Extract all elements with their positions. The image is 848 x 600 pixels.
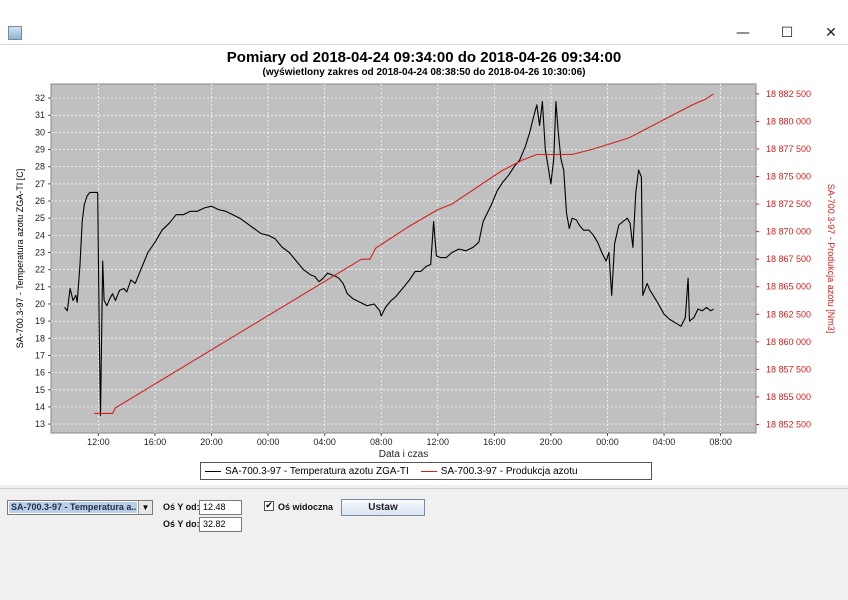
close-button[interactable]: ✕ [808,21,848,45]
plot-background [50,83,757,434]
y-left-tick-label: 21 [35,282,45,292]
y-right-tick-label: 18 872 500 [766,199,811,209]
y-right-tick-label: 18 852 500 [766,419,811,429]
x-axis-title: Data i czas [379,449,428,460]
y-from-label: Oś Y od: [163,502,200,512]
x-tick-label: 04:00 [653,437,676,447]
legend-swatch-production [420,470,437,472]
y-left-tick-label: 18 [35,333,45,343]
x-tick-label: 20:00 [200,437,223,447]
series-line-temperature [64,100,714,417]
legend-item-temperature: SA-700.3-97 - Temperatura azotu ZGA-TI [205,466,409,477]
x-tick-label: 12:00 [87,437,110,447]
y-to-field[interactable]: 32.82 [199,517,242,532]
axis-visible-label: Oś widoczna [278,502,334,512]
y-left-tick-label: 30 [35,127,45,137]
y-left-tick-label: 13 [35,419,45,429]
maximize-button[interactable]: ☐ [764,21,810,45]
y-left-tick-label: 25 [35,213,45,223]
chart-subtitle: (wyświetlony zakres od 2018-04-24 08:38:… [262,67,586,78]
y-left-tick-label: 23 [35,247,45,257]
chevron-down-icon[interactable]: ▼ [138,501,152,514]
maximize-icon: ☐ [780,25,794,41]
x-tick-label: 08:00 [370,437,393,447]
y-left-tick-label: 32 [35,93,45,103]
chart-title: Pomiary od 2018-04-24 09:34:00 do 2018-0… [226,49,622,66]
y-left-tick-label: 29 [35,145,45,155]
series-line-production [94,93,714,414]
x-tick-label: 04:00 [313,437,336,447]
x-tick-label: 00:00 [596,437,619,447]
x-tick-label: 08:00 [709,437,732,447]
y-left-tick-label: 26 [35,196,45,206]
y-left-axis-title: SA-700.3-97 - Temperatura azotu ZGA-TI [… [15,169,25,348]
minimize-button[interactable]: — [720,21,766,45]
y-right-tick-label: 18 855 000 [766,392,811,402]
y-left-tick-label: 17 [35,350,45,360]
axis-visible-checkbox[interactable]: ✔ [264,501,274,511]
x-tick-label: 20:00 [540,437,563,447]
y-left-tick-label: 14 [35,402,45,412]
chart-legend: SA-700.3-97 - Temperatura azotu ZGA-TI S… [200,462,652,480]
y-left-tick-label: 19 [35,316,45,326]
y-left-tick-label: 20 [35,299,45,309]
x-tick-label: 00:00 [257,437,280,447]
y-right-tick-label: 18 860 000 [766,337,811,347]
legend-label-production: SA-700.3-97 - Produkcja azotu [440,465,578,477]
y-left-tick-label: 16 [35,368,45,378]
legend-label-temperature: SA-700.3-97 - Temperatura azotu ZGA-TI [225,465,409,477]
y-left-tick-label: 24 [35,230,45,240]
y-to-label: Oś Y do: [163,519,200,529]
y-left-tick-label: 31 [35,110,45,120]
apply-button[interactable]: Ustaw [341,499,425,516]
y-left-tick-label: 22 [35,265,45,275]
y-right-tick-label: 18 882 500 [766,89,811,99]
series-select-value: SA-700.3-97 - Temperatura a... [9,502,137,513]
y-right-axis-title: SA-700.3-97 - Produkcja azotu [Nm3] [826,184,836,334]
y-right-tick-label: 18 870 000 [766,227,811,237]
y-right-tick-label: 18 862 500 [766,309,811,319]
series-select[interactable]: SA-700.3-97 - Temperatura a... ▼ [7,500,153,515]
y-left-tick-label: 15 [35,385,45,395]
minimize-icon: — [736,25,750,41]
y-right-tick-label: 18 865 000 [766,282,811,292]
java-app-icon [8,26,22,40]
close-icon: ✕ [825,25,837,41]
x-tick-label: 16:00 [483,437,506,447]
legend-swatch-temperature [205,470,221,472]
y-right-tick-label: 18 875 000 [766,172,811,182]
y-right-tick-label: 18 867 500 [766,254,811,264]
y-from-field[interactable]: 12.48 [199,500,242,515]
y-right-tick-label: 18 877 500 [766,144,811,154]
y-right-tick-label: 18 857 500 [766,364,811,374]
y-right-tick-label: 18 880 000 [766,116,811,126]
y-left-tick-label: 27 [35,179,45,189]
legend-item-production: SA-700.3-97 - Produkcja azotu [420,465,578,477]
y-left-tick-label: 28 [35,162,45,172]
x-tick-label: 16:00 [144,437,167,447]
title-bar: — ☐ ✕ [0,0,848,45]
x-tick-label: 12:00 [427,437,450,447]
